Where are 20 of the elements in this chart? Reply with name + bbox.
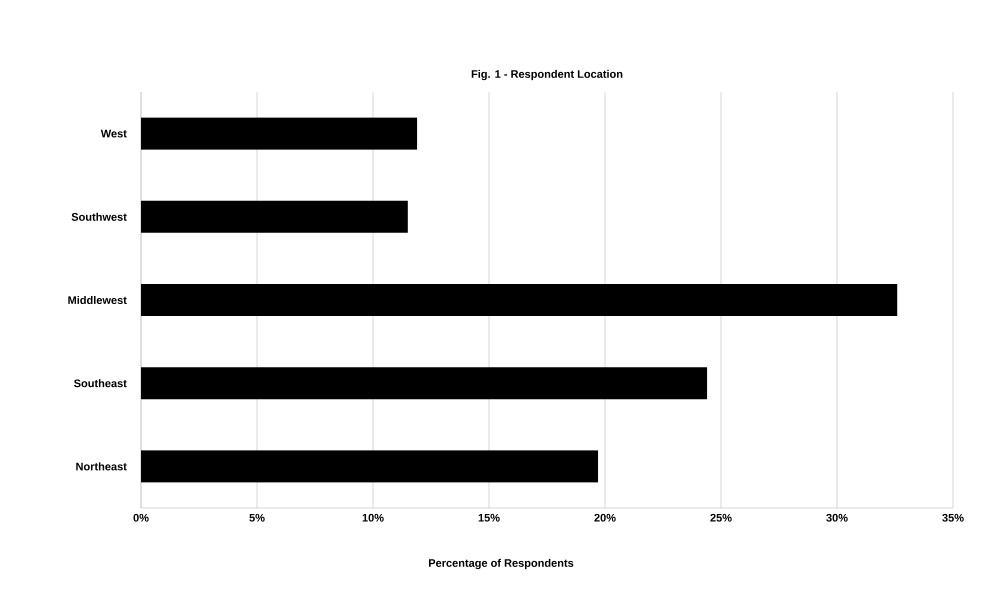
y-tick-label: Middlewest [68,296,127,304]
y-tick-label: Southeast [74,379,127,388]
x-tick-label: 5% [249,514,265,522]
bar [141,118,418,150]
x-tick-label: 10% [362,514,384,522]
bar [141,367,708,400]
bar [141,200,408,233]
x-tick-label: 30% [826,514,848,522]
x-tick-label: 15% [478,514,500,522]
x-tick-label: 35% [942,514,964,522]
chart-title: Fig. 1 - Respondent Location [472,70,622,80]
x-axis-title: Percentage of Respondents [429,558,574,570]
bar [141,450,598,482]
y-tick-label: Northeast [76,462,127,470]
y-tick-label: West [100,130,127,138]
x-tick-label: 25% [710,514,732,522]
bar [141,284,898,316]
x-tick-label: 0% [134,514,149,522]
x-tick-label: 20% [594,514,616,522]
y-tick-label: Southwest [72,212,127,221]
